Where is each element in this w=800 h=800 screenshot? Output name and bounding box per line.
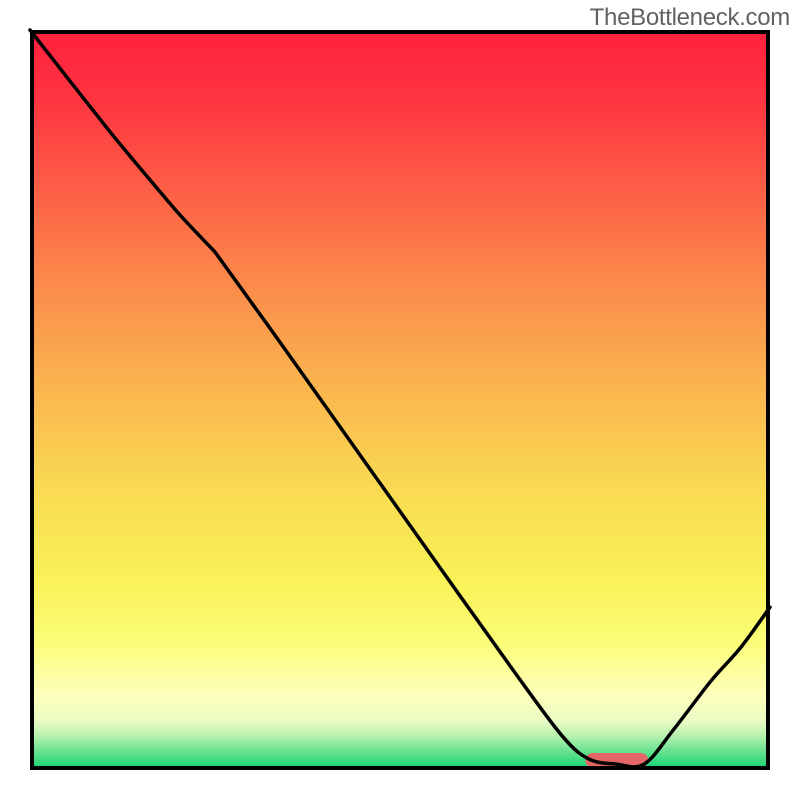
watermark-text: TheBottleneck.com [590, 4, 790, 32]
bottleneck-curve [30, 30, 770, 767]
chart-container [0, 0, 800, 800]
curve-layer [30, 30, 770, 770]
plot-area [30, 30, 770, 770]
